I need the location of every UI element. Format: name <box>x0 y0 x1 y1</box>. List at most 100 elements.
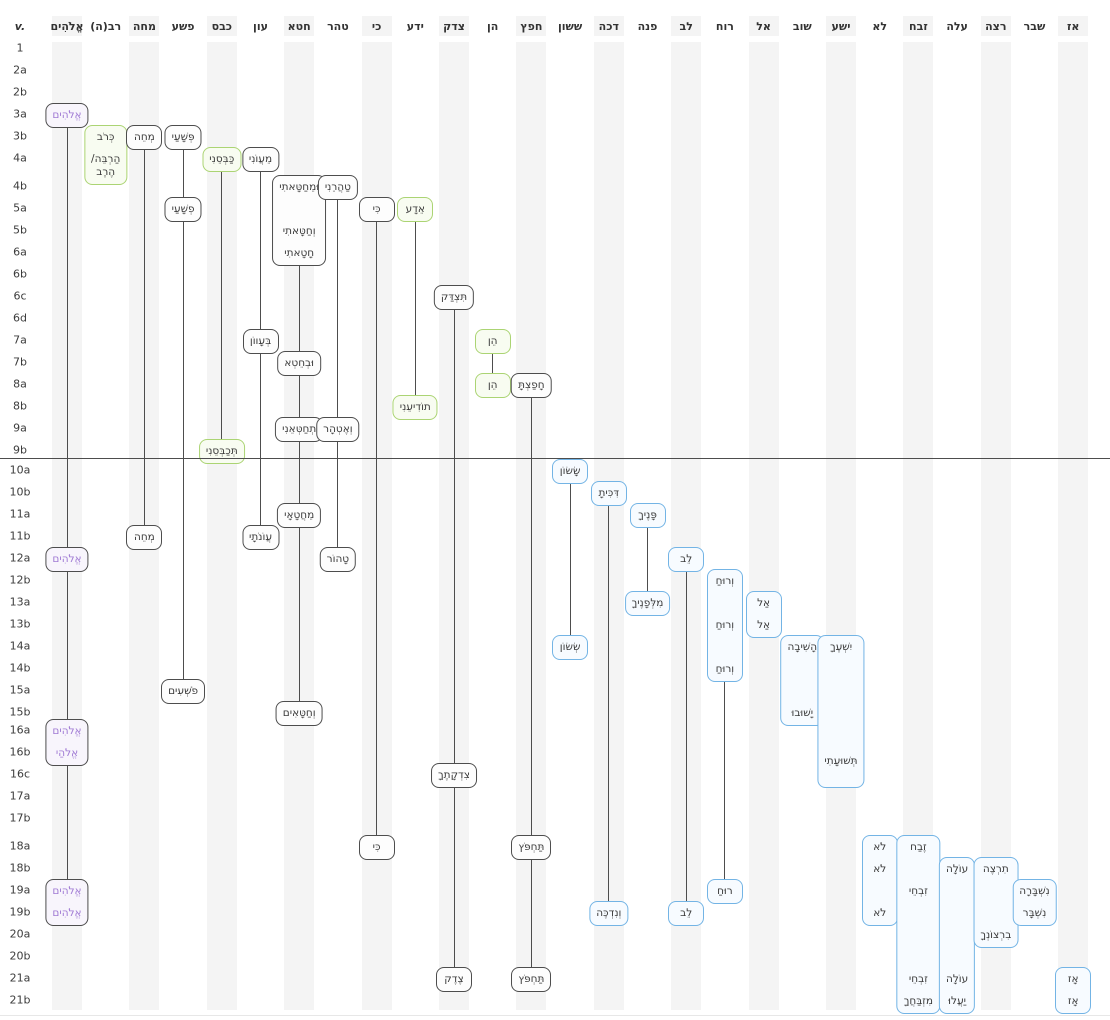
word-entry-9a: וְאֶטְהָר <box>323 423 353 435</box>
word-entry-16c: צִדְקָתֶךָ <box>438 769 470 781</box>
column-header-5: עון <box>253 20 268 33</box>
word-entry-5a: פְשָׁעַי <box>171 203 195 215</box>
word-box-col6-9a: תְחַטְּאֵנִי <box>275 416 324 442</box>
word-box-col15-11a: פָּנֶיךָ <box>629 502 666 528</box>
word-box-col4-9b: תְּכַבְּסֵנִי <box>198 438 245 464</box>
word-entry-8a: חָפַצְתָּ <box>518 379 545 391</box>
connector-line-col-14 <box>608 492 610 912</box>
column-stripe-24 <box>980 42 1011 1010</box>
row-label-11a: 11a <box>9 507 31 521</box>
word-entry-4b: וּמֵחַטָּאתִי <box>279 181 320 193</box>
column-stripe-header-14 <box>593 16 624 36</box>
word-entry-14b: וְרוּחַ <box>715 663 735 675</box>
row-label-9b: 9b <box>13 443 27 457</box>
word-box-col14-19b: וְנִדְכֶּה <box>589 900 629 926</box>
connector-line-col-4 <box>221 158 223 450</box>
word-box-col20-14a: יִשְׁעֶךָ תְּשׁוּעָתִי <box>817 634 865 788</box>
word-entry-13b: וְרוּחַ <box>715 619 735 631</box>
word-entry-11a: מֵחֲטָאָי <box>284 509 315 521</box>
word-entry-5a: כִּי <box>372 203 381 215</box>
word-box-col9-5a: אֵדָע <box>397 196 434 222</box>
word-box-col1-3b: כְּרֹב הַרְבֵּה/הֶרֶב <box>84 124 128 185</box>
column-header-22: זבח <box>909 20 928 33</box>
word-box-col3-15a: פֹשְׁעִים <box>161 678 206 704</box>
column-header-14: דכה <box>598 20 619 33</box>
row-label-17b: 17b <box>9 811 31 825</box>
word-box-col17-19a: רוּחַ <box>706 878 743 904</box>
word-box-col25-19a: נִשְׁבָּרָה נִשְׁבָּר <box>1012 878 1057 926</box>
word-entry-16a: אֱלֹהִים <box>52 725 82 737</box>
word-box-col5-4a: מֵעֲוֺנִי <box>241 146 280 172</box>
word-entry-13a: אַל <box>757 597 771 609</box>
connector-line-col-12 <box>530 384 532 978</box>
word-box-col13-14a: שְׂשׂוֹן <box>552 634 589 660</box>
row-label-12b: 12b <box>9 573 31 587</box>
word-entry-18b: עוֹלָה <box>945 863 969 875</box>
row-label-21b: 21b <box>9 993 31 1007</box>
word-box-col7-12a: טָהוֹר <box>319 546 357 572</box>
column-header-3: פשע <box>171 20 195 33</box>
row-label-19b: 19b <box>9 905 31 919</box>
column-header-20: ישע <box>831 20 851 33</box>
word-box-col0-16a: אֱלֹהִים אֱלֹהַי <box>45 718 89 766</box>
word-box-col12-18a: תַּחְפֹּץ <box>511 834 552 860</box>
word-box-col6-11a: מֵחֲטָאָי <box>277 502 322 528</box>
word-box-col24-18b: תִרְצֶה בִרְצוֹנְךָ <box>973 856 1019 948</box>
word-entry-18a: לֹא <box>873 841 887 853</box>
word-entry-12a: טָהוֹר <box>326 553 350 565</box>
word-entry-18a: תַּחְפֹּץ <box>518 841 545 853</box>
word-box-col4-4a: כַּבְּסֵנִי <box>202 146 242 172</box>
word-entry-12a: לֵב <box>680 553 693 565</box>
word-entry-3b: כְּרֹב <box>96 131 115 143</box>
row-label-6b: 6b <box>13 267 27 281</box>
word-entry-9a: תְחַטְּאֵנִי <box>282 423 317 435</box>
word-entry-13a: מִלְּפָנֶיךָ <box>631 597 664 609</box>
row-label-2b: 2b <box>13 85 27 99</box>
word-entry-21b: יַעֲלוּ <box>948 995 967 1007</box>
column-header-24: רצה <box>985 20 1007 33</box>
row-label-8a: 8a <box>13 377 27 391</box>
row-label-20b: 20b <box>9 949 31 963</box>
column-stripe-header-6 <box>284 16 315 36</box>
row-label-10a: 10a <box>9 463 31 477</box>
word-box-col6-7b: וּבְחֵטְא <box>277 350 321 376</box>
row-label-7a: 7a <box>13 333 27 347</box>
column-stripe-18 <box>748 42 779 1010</box>
word-entry-19b: נִשְׁבָּר <box>1022 907 1047 919</box>
word-box-col16-12a: לֵב <box>668 546 705 572</box>
word-entry-16b: תְּשׁוּעָתִי <box>824 755 858 767</box>
word-entry-7a: בְּעָווֹן <box>249 335 272 347</box>
word-box-col3-5a: פְשָׁעַי <box>164 196 202 222</box>
connector-line-col-16 <box>685 558 687 912</box>
column-header-7: טהר <box>327 20 349 33</box>
verse-column-header: v. <box>14 20 26 33</box>
word-box-col9-8b: תוֹדִיעֵנִי <box>392 394 438 420</box>
column-stripe-header-26 <box>1058 16 1089 36</box>
column-stripe-header-8 <box>361 16 392 36</box>
connector-line-col-7 <box>337 186 339 558</box>
column-header-1: רב(ה) <box>90 20 122 33</box>
column-header-15: פנה <box>637 20 658 33</box>
word-box-col2-3b: מְחֵה <box>126 124 163 150</box>
word-entry-12b: וְרוּחַ <box>715 575 735 587</box>
word-entry-6c: תִּצְדַּק <box>440 291 468 303</box>
row-label-19a: 19a <box>9 883 31 897</box>
word-box-col11-8a: הֵן <box>474 372 511 398</box>
row-label-16a: 16a <box>9 723 31 737</box>
word-entry-12a: אֱלֹהִים <box>52 553 82 565</box>
word-entry-18a: כִּי <box>372 841 381 853</box>
word-box-col6-4b: וּמֵחַטָּאתִי וְחַטָּאתִי חָטָאתִי <box>272 174 327 266</box>
row-label-14a: 14a <box>9 639 31 653</box>
column-stripe-header-22 <box>903 16 934 36</box>
section-divider-line <box>0 458 1110 459</box>
column-header-8: כי <box>371 20 382 33</box>
word-box-col5-11b: עֲוֺנֹתָי <box>242 524 279 550</box>
row-label-18b: 18b <box>9 861 31 875</box>
word-entry-19a: נִשְׁבָּרָה <box>1019 885 1050 897</box>
word-entry-4a: כַּבְּסֵנִי <box>209 153 235 165</box>
row-label-11b: 11b <box>9 529 31 543</box>
column-stripe-header-0 <box>52 16 82 36</box>
word-entry-21a: תַּחְפֹּץ <box>518 973 545 985</box>
column-header-26: אז <box>1066 20 1080 33</box>
